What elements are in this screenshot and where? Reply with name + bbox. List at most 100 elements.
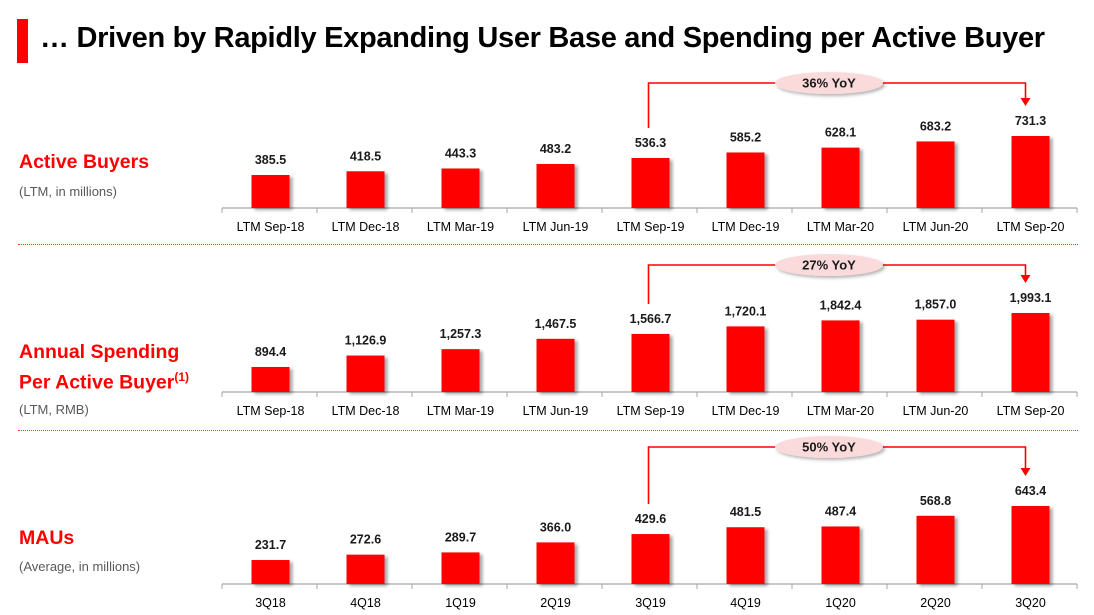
- bar: [536, 338, 575, 392]
- yoy-label: 27% YoY: [802, 258, 856, 273]
- bar: [251, 175, 290, 208]
- chart-2: 894.4 LTM Sep-18 1,126.9 LTM Dec-18 1,257.3 L…: [221, 254, 1078, 418]
- data-label: 1,857.0: [915, 298, 957, 312]
- data-label: 429.6: [635, 512, 666, 526]
- data-label: 487.4: [825, 504, 856, 518]
- data-label: 1,720.1: [725, 304, 767, 318]
- arrow-down-icon: [1020, 98, 1031, 106]
- data-label: 628.1: [825, 126, 856, 140]
- x-tick-label: LTM Sep-19: [617, 404, 685, 418]
- bar: [251, 366, 290, 392]
- yoy-annotation: 27% YoY: [647, 254, 1031, 304]
- bar: [916, 141, 955, 208]
- data-label: 1,467.5: [535, 317, 577, 331]
- section-divider: [18, 430, 1078, 431]
- bar: [536, 542, 575, 584]
- x-tick-label: LTM Mar-19: [427, 220, 494, 234]
- bar: [1011, 506, 1050, 584]
- x-tick-label: 4Q18: [350, 596, 381, 610]
- bar: [631, 534, 670, 584]
- bar: [251, 560, 290, 584]
- data-label: 683.2: [920, 119, 951, 133]
- bar: [821, 147, 860, 208]
- spending-label-line1: Annual Spending: [19, 341, 180, 363]
- x-tick-label: 3Q18: [255, 596, 286, 610]
- bar: [916, 515, 955, 584]
- data-label: 731.3: [1015, 114, 1046, 128]
- active-buyers-label: Active Buyers: [19, 151, 150, 173]
- chart-1: 385.5 LTM Sep-18 418.5 LTM Dec-18 443.3 LTM M…: [221, 72, 1078, 234]
- spending-sublabel: (LTM, RMB): [19, 402, 89, 417]
- bar: [726, 527, 765, 584]
- bar: [821, 526, 860, 584]
- bar: [346, 554, 385, 584]
- bar: [821, 320, 860, 392]
- x-tick-label: 1Q19: [445, 596, 476, 610]
- data-label: 1,566.7: [630, 312, 672, 326]
- data-label: 1,993.1: [1010, 291, 1052, 305]
- x-tick-label: LTM Sep-18: [237, 220, 305, 234]
- bar: [441, 168, 480, 208]
- bar: [1011, 136, 1050, 208]
- yoy-annotation: 50% YoY: [647, 436, 1031, 505]
- data-label: 289.7: [445, 530, 476, 544]
- arrow-down-icon: [1020, 468, 1031, 476]
- bar: [916, 319, 955, 392]
- data-label: 366.0: [540, 520, 571, 534]
- data-label: 483.2: [540, 142, 571, 156]
- data-label: 536.3: [635, 136, 666, 150]
- x-tick-label: LTM Jun-20: [903, 220, 969, 234]
- yoy-label: 36% YoY: [802, 76, 856, 91]
- section-divider: [18, 244, 1078, 245]
- x-tick-label: LTM Sep-20: [997, 220, 1065, 234]
- maus-sublabel: (Average, in millions): [19, 559, 141, 574]
- x-tick-label: LTM Dec-18: [332, 220, 400, 234]
- yoy-badge: [775, 72, 883, 94]
- data-label: 443.3: [445, 146, 476, 160]
- data-label: 1,257.3: [440, 327, 482, 341]
- spending-label-line2: Per Active Buyer: [19, 371, 175, 394]
- chart-3: 231.7 3Q18 272.6 4Q18 289.7 1Q19 366.0 2Q19 429.…: [221, 436, 1078, 610]
- bar: [726, 152, 765, 208]
- yoy-badge: [775, 254, 883, 276]
- x-tick-label: 4Q19: [730, 596, 761, 610]
- data-label: 385.5: [255, 153, 286, 167]
- x-tick-label: LTM Dec-19: [712, 220, 780, 234]
- x-tick-label: LTM Jun-20: [903, 404, 969, 418]
- arrow-down-icon: [1020, 275, 1031, 283]
- x-tick-label: 3Q20: [1015, 596, 1046, 610]
- data-label: 585.2: [730, 130, 761, 144]
- yoy-badge: [775, 436, 883, 458]
- data-label: 643.4: [1015, 484, 1046, 498]
- bar: [441, 552, 480, 584]
- bar: [1011, 313, 1050, 392]
- data-label: 568.8: [920, 494, 951, 508]
- data-label: 272.6: [350, 533, 381, 547]
- x-tick-label: LTM Mar-20: [807, 404, 874, 418]
- maus-label: MAUs: [19, 527, 75, 549]
- footnote-marker: (1): [174, 370, 190, 384]
- data-label: 418.5: [350, 149, 381, 163]
- x-tick-label: LTM Jun-19: [523, 404, 589, 418]
- active-buyers-sublabel: (LTM, in millions): [19, 184, 117, 199]
- bar: [346, 355, 385, 392]
- bar: [441, 349, 480, 392]
- x-tick-label: 1Q20: [825, 596, 856, 610]
- yoy-annotation: 36% YoY: [647, 72, 1031, 128]
- x-tick-label: LTM Sep-19: [617, 220, 685, 234]
- data-label: 481.5: [730, 505, 761, 519]
- x-tick-label: LTM Sep-18: [237, 404, 305, 418]
- bar: [631, 157, 670, 208]
- x-tick-label: LTM Mar-19: [427, 404, 494, 418]
- spending-label: Annual Spending Per Active Buyer(1): [19, 340, 189, 396]
- x-tick-label: LTM Mar-20: [807, 220, 874, 234]
- data-label: 894.4: [255, 345, 286, 359]
- data-label: 1,842.4: [820, 298, 862, 312]
- title-accent-bar: [17, 19, 28, 63]
- yoy-label: 50% YoY: [802, 440, 856, 455]
- data-label: 231.7: [255, 538, 286, 552]
- x-tick-label: 3Q19: [635, 596, 666, 610]
- x-tick-label: 2Q20: [920, 596, 951, 610]
- data-label: 1,126.9: [345, 334, 387, 348]
